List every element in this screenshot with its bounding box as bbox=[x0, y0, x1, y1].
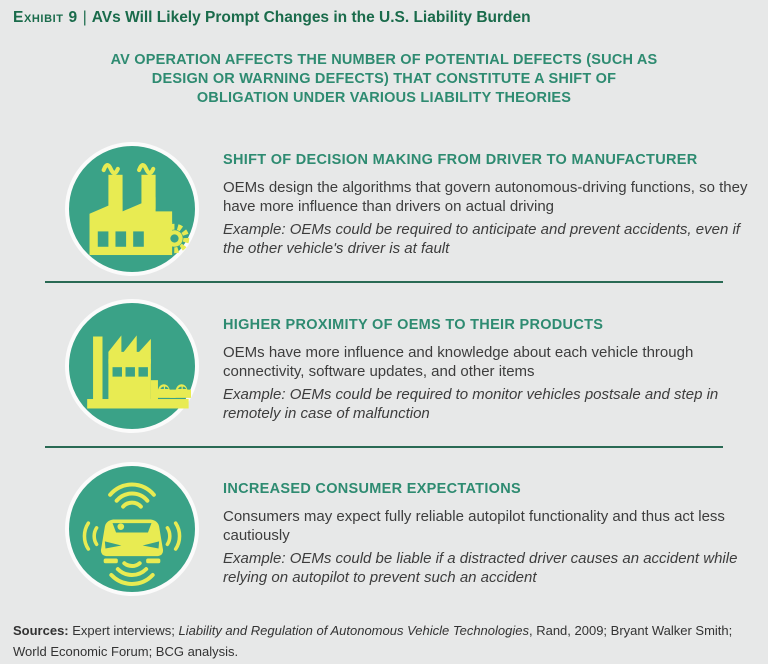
section-shift-of-decision-making: SHIFT OF DECISION MAKING FROM DRIVER TO … bbox=[65, 142, 750, 276]
exhibit-subtitle: AV OPERATION AFFECTS THE NUMBER OF POTEN… bbox=[0, 51, 768, 108]
sources-label: Sources: bbox=[13, 623, 69, 638]
section-heading: HIGHER PROXIMITY OF OEMS TO THEIR PRODUC… bbox=[223, 317, 604, 333]
sources-text-1: Expert interviews; bbox=[68, 623, 179, 638]
section-increased-expectations: INCREASED CONSUMER EXPECTATIONS Consumer… bbox=[65, 462, 750, 596]
subtitle-line-2: DESIGN OR WARNING DEFECTS) THAT CONSTITU… bbox=[151, 71, 617, 87]
exhibit-number: Exhibit 9 bbox=[13, 9, 78, 26]
subtitle-line-1: AV OPERATION AFFECTS THE NUMBER OF POTEN… bbox=[110, 52, 658, 68]
connected-car-icon bbox=[65, 462, 199, 596]
section-heading: SHIFT OF DECISION MAKING FROM DRIVER TO … bbox=[223, 152, 698, 168]
sources-publication: Liability and Regulation of Autonomous V… bbox=[178, 623, 529, 638]
section-example: Example: OEMs could be liable if a distr… bbox=[223, 550, 738, 586]
sources-text-2: , Rand, 2009; Bryant Walker Smith; World… bbox=[13, 623, 733, 659]
section-body: Consumers may expect fully reliable auto… bbox=[223, 508, 725, 544]
factory-smoke-icon bbox=[65, 142, 199, 276]
title-separator: | bbox=[82, 9, 87, 26]
section-example: Example: OEMs could be required to monit… bbox=[223, 386, 719, 422]
section-heading: INCREASED CONSUMER EXPECTATIONS bbox=[223, 481, 521, 497]
subtitle-line-3: OBLIGATION UNDER VARIOUS LIABILITY THEOR… bbox=[196, 90, 572, 106]
page-title: AVs Will Likely Prompt Changes in the U.… bbox=[91, 9, 531, 26]
exhibit-title: Exhibit 9 | AVs Will Likely Prompt Changes… bbox=[13, 9, 531, 27]
section-body: OEMs design the algorithms that govern a… bbox=[223, 179, 748, 215]
section-divider bbox=[45, 281, 723, 283]
section-higher-proximity: HIGHER PROXIMITY OF OEMS TO THEIR PRODUC… bbox=[65, 299, 750, 433]
factory-cars-icon bbox=[65, 299, 199, 433]
section-example: Example: OEMs could be required to antic… bbox=[223, 221, 740, 257]
section-body: OEMs have more influence and knowledge a… bbox=[223, 344, 694, 380]
section-divider bbox=[45, 446, 723, 448]
sources-note: Sources: Expert interviews; Liability an… bbox=[13, 620, 760, 662]
